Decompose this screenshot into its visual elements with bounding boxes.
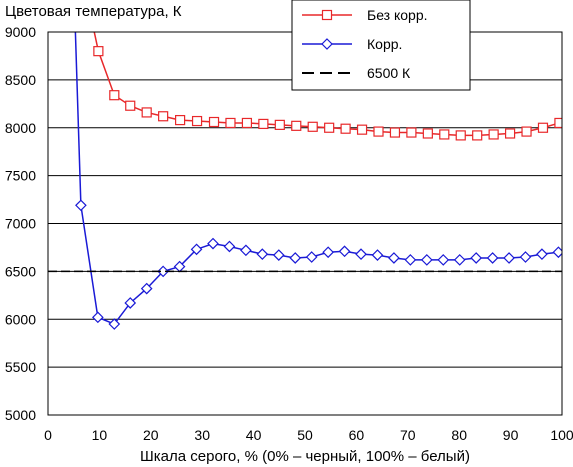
data-point-diamond [272,249,285,261]
data-point-square [109,90,120,101]
x-tick-label: 60 [349,427,365,443]
data-point-square [208,116,220,128]
data-point-diamond [437,254,450,266]
data-point-diamond [256,248,269,260]
data-point-diamond [223,240,236,253]
data-point-diamond [404,254,417,266]
data-point-square [455,130,466,141]
data-point-square [439,129,450,140]
data-point-diamond [503,252,515,264]
y-tick-label: 5000 [5,407,36,423]
x-tick-label: 80 [451,427,467,443]
legend-label: 6500 К [367,65,411,81]
data-point-diamond [388,252,400,264]
data-point-diamond [536,248,548,260]
data-point-diamond [338,245,351,258]
data-point-diamond [140,282,153,295]
data-point-square [340,123,351,134]
data-point-square [225,117,236,129]
legend-entry: Без корр. [302,7,428,23]
data-point-square [472,130,483,141]
y-tick-label: 8000 [5,120,36,136]
data-point-square [373,126,384,137]
x-tick-label: 90 [503,427,519,443]
data-point-diamond [75,199,87,212]
data-point-diamond [207,237,219,250]
x-tick-labels: 0 10 20 30 40 50 60 70 80 90 100 [44,427,573,443]
data-point-square [88,32,99,33]
y-tick-label: 9000 [5,24,36,40]
data-point-square [504,128,516,139]
data-point-square [389,127,401,138]
data-point-square [274,119,285,130]
legend-entry: 6500 К [302,65,411,81]
data-point-square [191,115,203,127]
x-tick-label: 20 [143,427,159,443]
data-point-square [158,111,169,122]
series-lines [48,32,562,330]
data-point-diamond [92,311,104,324]
series-diamond [74,32,562,330]
x-axis-label: Шкала серого, % (0% – черный, 100% – бел… [140,448,470,465]
x-tick-label: 40 [246,427,262,443]
x-tick-label: 30 [194,427,210,443]
data-point-diamond [74,32,77,34]
data-point-square [93,46,104,57]
data-point-diamond [321,38,333,50]
x-tick-label: 100 [550,427,573,443]
x-tick-label: 0 [44,427,52,443]
data-point-diamond [470,252,483,264]
legend-entry: Корр. [302,36,402,52]
data-point-square [321,9,333,21]
y-tick-labels: 5000 5500 6000 6500 7000 7500 8000 8500 9000 [5,24,36,423]
data-point-square [291,120,302,131]
data-point-diamond [486,252,499,264]
legend: Без корр. Корр. 6500 К [291,0,471,91]
y-tick-label: 6000 [5,311,36,327]
data-point-square [125,100,136,111]
data-point-diamond [157,265,169,278]
data-point-square [406,127,417,138]
data-point-square [422,128,433,139]
y-tick-label: 8500 [5,72,36,88]
x-tick-label: 50 [297,427,313,443]
y-tick-label: 6500 [5,263,36,279]
data-point-diamond [371,249,384,261]
data-point-diamond [420,254,433,266]
data-point-square [324,122,335,133]
y-tick-label: 5500 [5,359,36,375]
y-tick-label: 7500 [5,168,36,184]
y-tick-label: 7000 [5,216,36,232]
data-point-square [141,107,152,118]
x-tick-label: 10 [92,427,108,443]
data-point-square [554,117,562,129]
data-point-diamond [322,246,334,259]
data-point-diamond [240,244,252,257]
data-point-diamond [124,297,137,309]
chart-title: Цветовая температура, К [5,3,182,20]
data-point-square [241,117,253,129]
data-point-square [521,126,532,137]
data-point-diamond [305,251,318,263]
data-point-square [174,114,186,126]
legend-label: Без корр. [367,7,428,23]
legend-label: Корр. [367,36,402,52]
data-point-square [488,129,499,140]
data-point-diamond [190,243,203,256]
data-point-square [537,122,549,133]
x-tick-label: 70 [400,427,416,443]
data-point-diamond [355,248,367,260]
series-square [88,32,562,141]
data-point-diamond [289,252,302,264]
data-point-diamond [519,251,532,263]
data-point-square [258,118,269,130]
data-point-square [307,121,318,132]
data-point-square [356,124,368,135]
data-point-diamond [453,254,466,266]
data-point-diamond [108,318,121,330]
